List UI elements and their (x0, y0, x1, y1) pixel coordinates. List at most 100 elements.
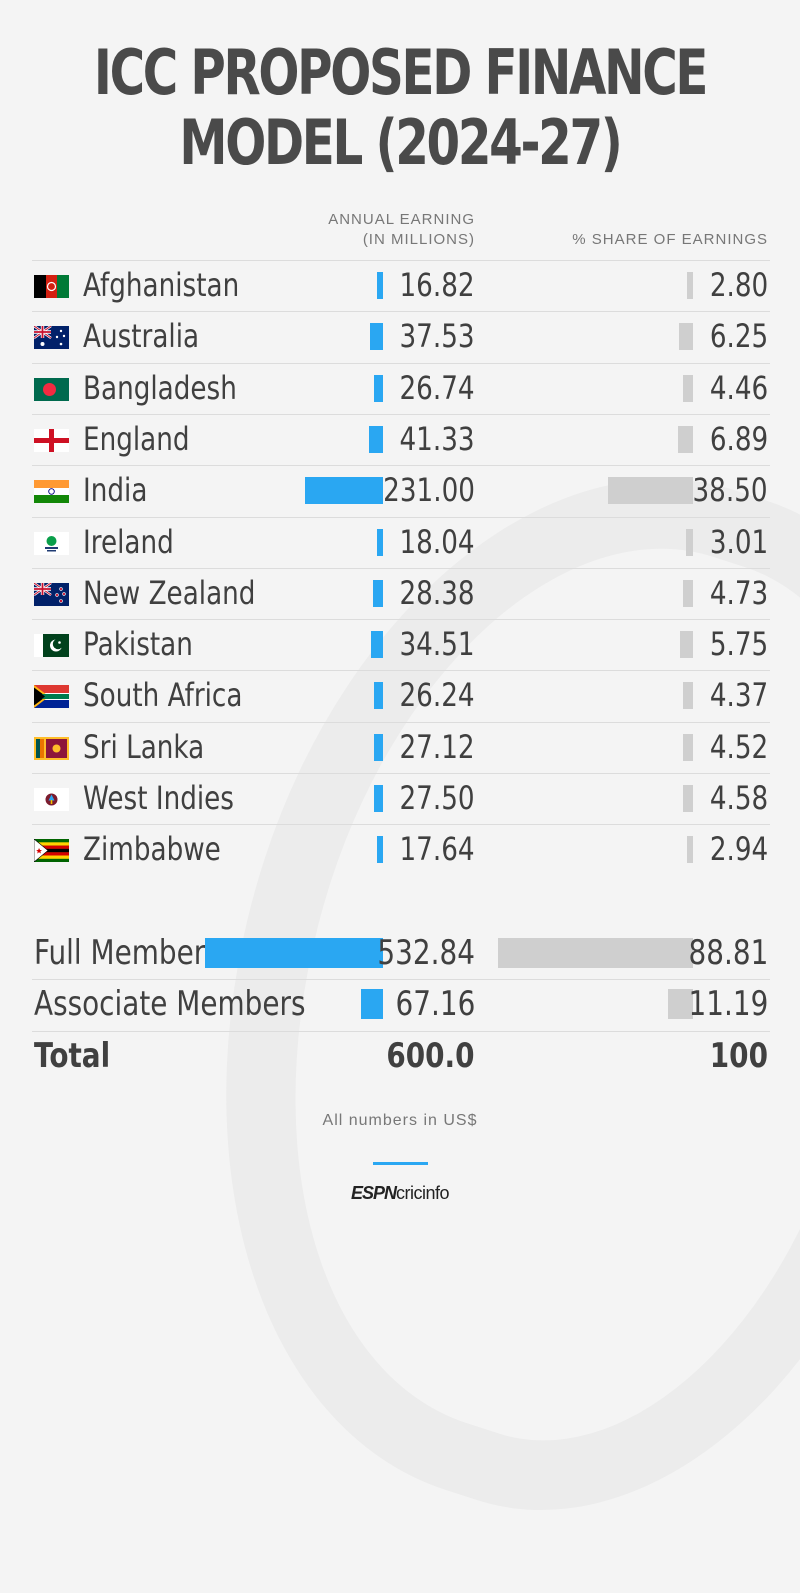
west-indies-flag-icon (34, 788, 69, 811)
summary-label: Total (34, 1035, 111, 1076)
share-bar (682, 785, 693, 812)
earning-value: 34.51 (399, 625, 475, 664)
earning-bar (376, 528, 383, 556)
summary-earning-value: 600.0 (386, 1035, 475, 1076)
row-divider (32, 567, 770, 569)
share-value: 6.89 (709, 419, 768, 458)
share-bar (686, 272, 693, 299)
afghanistan-flag-icon (34, 275, 69, 298)
zimbabwe-flag-icon (34, 839, 69, 863)
new-zealand-flag-icon (34, 582, 69, 606)
summary-earning-bar (360, 989, 383, 1020)
country-name: Ireland (83, 522, 174, 561)
summary-share-bar (498, 938, 693, 968)
row-afghanistan: Afghanistan 16.82 2.80 (0, 260, 800, 311)
earning-value: 26.74 (399, 368, 475, 407)
earning-header-line-2: (IN MILLIONS) (362, 231, 475, 248)
row-australia: Australia 37.53 6.25 (0, 311, 800, 362)
share-value: 2.94 (709, 830, 768, 869)
earning-value: 41.33 (399, 419, 475, 458)
earning-header-line-1: ANNUAL EARNING (328, 211, 475, 228)
earning-bar (373, 733, 383, 761)
summary-row-total: Total 600.0 100 (0, 1031, 800, 1082)
country-name: India (83, 471, 148, 510)
summary-earning-bar (205, 938, 383, 968)
row-divider (32, 979, 770, 981)
pakistan-flag-icon (34, 634, 69, 658)
share-bar (682, 579, 693, 607)
earning-bar (371, 631, 383, 659)
earning-value: 18.04 (399, 522, 475, 561)
share-bar (683, 374, 693, 402)
row-england: England 41.33 6.89 (0, 414, 800, 465)
earning-value: 27.50 (399, 779, 475, 817)
row-divider (32, 465, 770, 467)
title-line-2: MODEL (2024-27) (179, 106, 622, 179)
row-divider (32, 413, 770, 415)
share-value: 4.52 (709, 727, 768, 766)
share-bar (677, 425, 693, 453)
country-name: New Zealand (83, 573, 256, 612)
earning-value: 16.82 (399, 266, 475, 304)
share-bar (683, 682, 693, 710)
earning-bar (373, 785, 383, 812)
share-value: 5.75 (709, 625, 768, 664)
earning-bar (374, 682, 383, 710)
earning-value: 27.12 (399, 727, 475, 766)
row-divider (32, 311, 770, 313)
country-name: England (83, 419, 190, 458)
logo-cricinfo: cricinfo (396, 1183, 450, 1203)
share-value: 4.58 (709, 779, 768, 817)
currency-note: All numbers in US$ (322, 1112, 478, 1129)
south-africa-flag-icon (34, 685, 69, 709)
country-name: Australia (83, 317, 200, 356)
earning-bar (305, 477, 383, 505)
logo-espn: ESPN (350, 1183, 397, 1203)
summary-earning-value: 532.84 (377, 933, 475, 973)
share-bar (686, 528, 693, 556)
country-name: Zimbabwe (83, 830, 221, 869)
row-india: India 231.00 38.50 (0, 465, 800, 516)
earning-bar (373, 579, 383, 607)
earning-bar (369, 425, 383, 453)
row-ireland: Ireland 18.04 3.01 (0, 517, 800, 568)
earning-bar (377, 836, 383, 864)
summary-share-value: 11.19 (688, 984, 768, 1025)
share-bar (679, 323, 693, 351)
summary-row-full-members: Full Members 532.84 88.81 (0, 928, 800, 979)
sri-lanka-flag-icon (34, 736, 69, 760)
row-bangladesh: Bangladesh 26.74 4.46 (0, 363, 800, 414)
row-divider (32, 362, 770, 364)
share-bar (686, 836, 693, 864)
row-pakistan: Pakistan 34.51 5.75 (0, 619, 800, 670)
india-flag-icon (34, 480, 69, 504)
earning-bar (377, 272, 383, 299)
earning-value: 26.24 (399, 676, 475, 715)
row-sri-lanka: Sri Lanka 27.12 4.52 (0, 722, 800, 773)
share-value: 3.01 (709, 522, 768, 561)
row-divider (32, 773, 770, 774)
australia-flag-icon (34, 326, 69, 350)
ireland-flag-icon (34, 531, 69, 555)
row-divider (32, 721, 770, 723)
summary-share-value: 88.81 (688, 933, 768, 973)
summary-label: Full Members (34, 933, 220, 973)
country-name: West Indies (83, 779, 234, 817)
share-bar (608, 477, 693, 505)
earning-value: 37.53 (399, 317, 475, 356)
earning-value: 28.38 (399, 573, 475, 612)
row-zimbabwe: Zimbabwe 17.64 2.94 (0, 824, 800, 875)
row-new-zealand: New Zealand 28.38 4.73 (0, 568, 800, 619)
row-divider (32, 1030, 770, 1032)
earning-bar (373, 374, 383, 402)
row-south-africa: South Africa 26.24 4.37 (0, 670, 800, 721)
earning-value: 231.00 (383, 471, 475, 510)
row-divider (32, 824, 770, 826)
share-bar (680, 631, 693, 659)
row-divider (32, 516, 770, 518)
share-value: 4.46 (709, 368, 768, 407)
country-name: Afghanistan (83, 266, 240, 304)
earning-value: 17.64 (399, 830, 475, 869)
country-name: Bangladesh (83, 368, 237, 407)
bangladesh-flag-icon (34, 377, 69, 401)
